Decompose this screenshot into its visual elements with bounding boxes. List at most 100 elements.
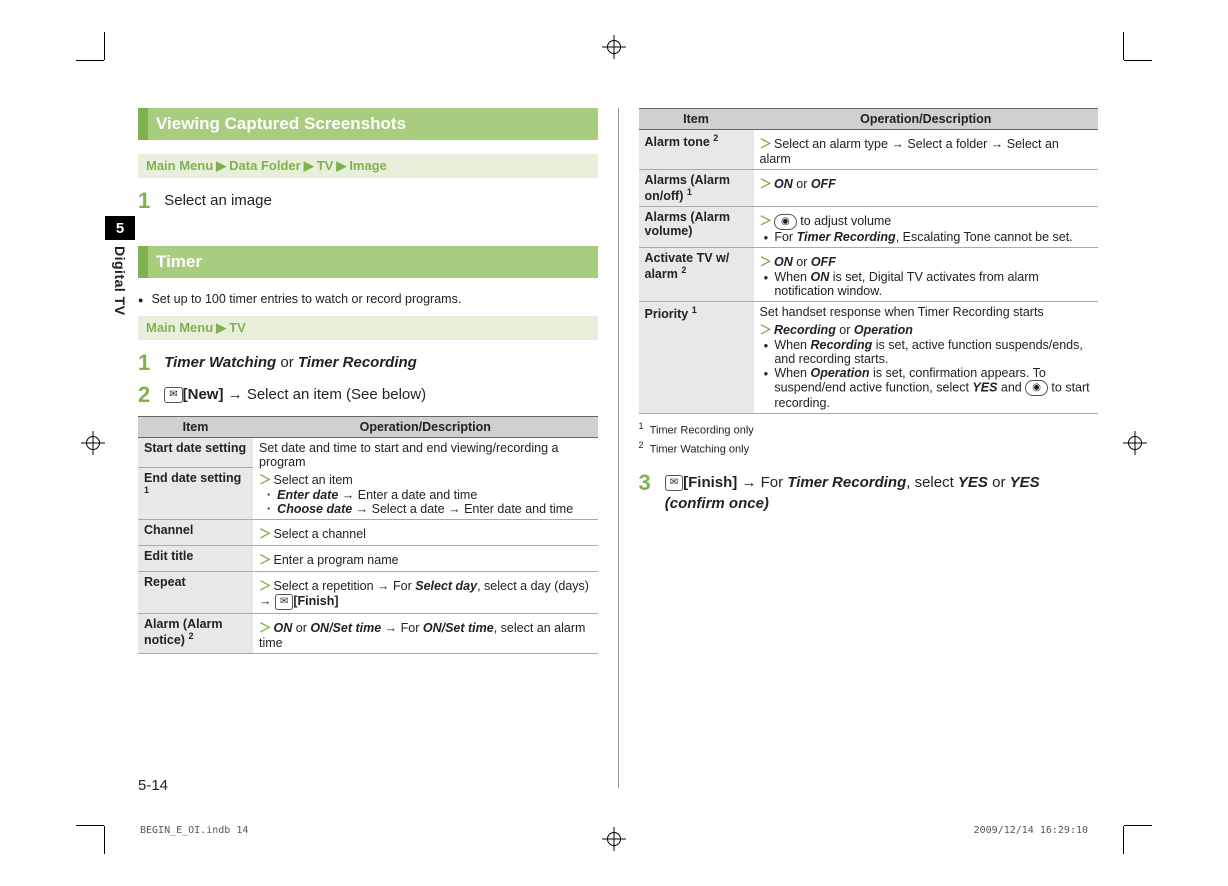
note-bullet: Set up to 100 timer entries to watch or … [138, 292, 598, 306]
note: When ON is set, Digital TV activates fro… [764, 270, 1093, 298]
chevron-right-icon: ▶ [304, 158, 314, 173]
row-label: Activate TV w/ alarm 2 [639, 247, 754, 301]
center-key-icon: ◉ [1025, 380, 1048, 396]
footer-filename: BEGIN_E_OI.indb 14 [140, 825, 248, 836]
row-label: Alarms (Alarm volume) [639, 207, 754, 248]
crop-mark [104, 826, 105, 854]
row-label: Alarms (Alarm on/off) 1 [639, 170, 754, 207]
note-text: Set up to 100 timer entries to watch or … [151, 292, 461, 306]
mail-key-icon: ✉ [665, 475, 683, 491]
step-text: ✉[New] → Select an item (See below) [164, 384, 597, 405]
table-row: RepeatSelect a repetition → For Select d… [138, 572, 598, 614]
row-value: Select an alarm type → Select a folder →… [754, 130, 1099, 170]
breadcrumb-item: TV [317, 158, 334, 173]
text: Set handset response when Timer Recordin… [760, 305, 1093, 319]
breadcrumb: Main Menu▶Data Folder▶TV▶Image [138, 154, 598, 178]
table-row: Alarm (Alarm notice) 2ON or ON/Set time … [138, 614, 598, 654]
section-heading: Timer [138, 246, 598, 278]
action: ◉ to adjust volume [760, 210, 1093, 230]
action: Recording or Operation [760, 319, 1093, 338]
chapter-title: Digital TV [106, 240, 134, 322]
table-row: Alarms (Alarm on/off) 1ON or OFF [639, 170, 1099, 207]
right-column: ItemOperation/Description Alarm tone 2Se… [639, 108, 1099, 788]
table-header: Item [138, 417, 253, 438]
row-label: Priority 1 [639, 301, 754, 413]
row-value: Enter a program name [253, 546, 598, 572]
row-value: Set handset response when Timer Recordin… [754, 301, 1099, 413]
breadcrumb: Main Menu▶TV [138, 316, 598, 340]
footnote: 1 Timer Recording only [639, 420, 1099, 439]
breadcrumb-item: Main Menu [146, 158, 213, 173]
table-header: Operation/Description [253, 417, 598, 438]
registration-mark [86, 436, 100, 450]
action: ON or OFF [760, 251, 1093, 270]
crop-mark [76, 825, 104, 826]
option-label: YES [958, 474, 988, 491]
step: 1 Timer Watching or Timer Recording [138, 352, 598, 374]
button-label: [Finish] [683, 474, 737, 491]
table-row: Activate TV w/ alarm 2 ON or OFF When ON… [639, 247, 1099, 301]
chevron-right-icon: ▶ [216, 158, 226, 173]
row-label: Repeat [138, 572, 253, 614]
step-number: 2 [138, 384, 150, 406]
registration-mark [607, 40, 621, 54]
table-row: Start date setting Set date and time to … [138, 438, 598, 468]
button-label: [New] [183, 386, 224, 403]
row-label: Channel [138, 520, 253, 546]
breadcrumb-item: Image [349, 158, 387, 173]
heading-text: Viewing Captured Screenshots [148, 114, 406, 133]
page-content: Viewing Captured Screenshots Main Menu▶D… [138, 108, 1098, 788]
column-divider [618, 108, 619, 788]
step-text: Timer Watching or Timer Recording [164, 352, 597, 373]
chapter-number: 5 [105, 216, 135, 240]
settings-table: ItemOperation/Description Alarm tone 2Se… [639, 108, 1099, 414]
step-number: 1 [138, 352, 150, 374]
breadcrumb-item: Data Folder [229, 158, 301, 173]
step-text: ✉[Finish] → For Timer Recording, select … [665, 472, 1098, 514]
page-number: 5-14 [138, 777, 168, 794]
settings-table: ItemOperation/Description Start date set… [138, 416, 598, 654]
crop-mark [76, 60, 104, 61]
step-number: 3 [639, 472, 651, 494]
chapter-tab: 5 Digital TV [105, 216, 135, 322]
row-label: Alarm (Alarm notice) 2 [138, 614, 253, 654]
section-heading: Viewing Captured Screenshots [138, 108, 598, 140]
step: 1 Select an image [138, 190, 598, 212]
step: 2 ✉[New] → Select an item (See below) [138, 384, 598, 406]
row-value: Select a repetition → For Select day, se… [253, 572, 598, 614]
registration-mark [1128, 436, 1142, 450]
text: Select an item (See below) [247, 386, 426, 403]
crop-mark [1124, 825, 1152, 826]
mail-key-icon: ✉ [275, 594, 293, 610]
print-footer: BEGIN_E_OI.indb 14 2009/12/14 16:29:10 [140, 825, 1088, 836]
chevron-right-icon: ▶ [336, 158, 346, 173]
breadcrumb-item: Main Menu [146, 320, 213, 335]
arrow-right-icon: → [741, 474, 756, 491]
sub-option: Choose date → Select a date → Enter date… [267, 502, 592, 516]
crop-mark [1124, 60, 1152, 61]
row-value: ◉ to adjust volume For Timer Recording, … [754, 207, 1099, 248]
footnotes: 1 Timer Recording only 2 Timer Watching … [639, 420, 1099, 458]
crop-mark [1123, 826, 1124, 854]
arrow-right-icon: → [228, 386, 243, 403]
crop-mark [104, 32, 105, 60]
footnote: 2 Timer Watching only [639, 439, 1099, 458]
table-row: Alarms (Alarm volume) ◉ to adjust volume… [639, 207, 1099, 248]
table-row: Alarm tone 2Select an alarm type → Selec… [639, 130, 1099, 170]
crop-mark [1123, 32, 1124, 60]
option-label: Timer Recording [298, 354, 417, 371]
row-value: Set date and time to start and end viewi… [253, 438, 598, 520]
step-number: 1 [138, 190, 150, 212]
row-label: Alarm tone 2 [639, 130, 754, 170]
option-label: Timer Recording [787, 474, 906, 491]
chevron-right-icon: ▶ [216, 320, 226, 335]
step-text: Select an image [164, 190, 597, 211]
note: When Recording is set, active function s… [764, 338, 1093, 366]
nav-key-icon: ◉ [774, 214, 797, 230]
step: 3 ✉[Finish] → For Timer Recording, selec… [639, 472, 1099, 514]
text: Set date and time to start and end viewi… [259, 441, 592, 469]
table-row: Edit titleEnter a program name [138, 546, 598, 572]
table-row: Priority 1 Set handset response when Tim… [639, 301, 1099, 413]
row-label: Edit title [138, 546, 253, 572]
note: For Timer Recording, Escalating Tone can… [764, 230, 1093, 244]
